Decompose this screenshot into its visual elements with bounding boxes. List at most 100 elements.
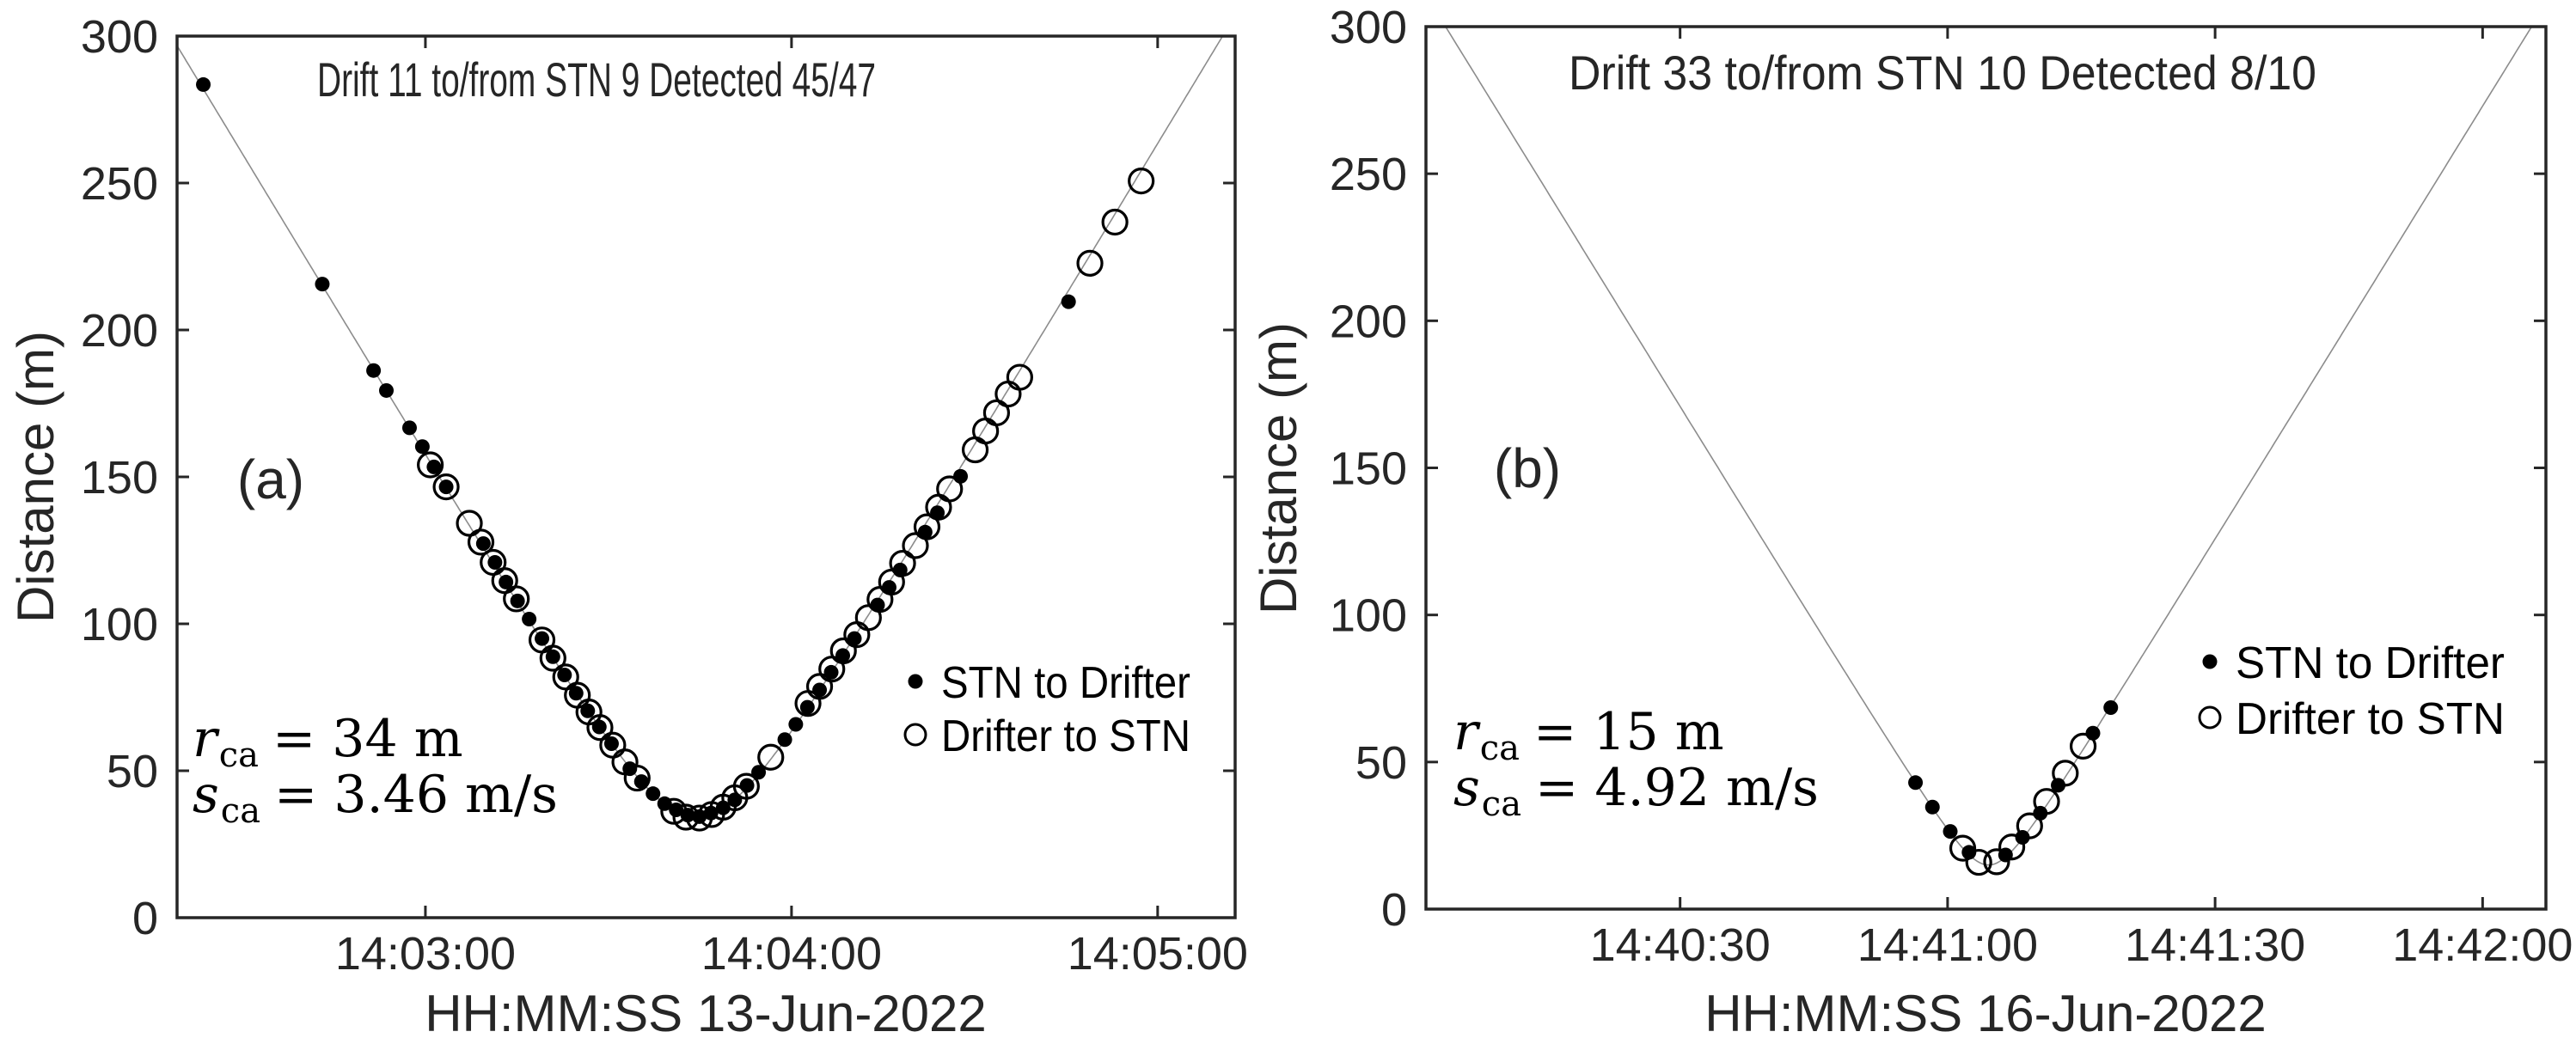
point-stn-to-drifter bbox=[580, 703, 596, 718]
legend-filled-marker-icon bbox=[2202, 654, 2218, 669]
point-drifter-to-stn bbox=[1128, 168, 1155, 195]
y-tick-label: 300 bbox=[1330, 2, 1407, 53]
legend: STN to Drifter Drifter to STN bbox=[2198, 638, 2505, 744]
point-drifter-to-stn bbox=[503, 585, 530, 613]
point-stn-to-drifter bbox=[499, 574, 514, 589]
point-drifter-to-stn bbox=[2033, 788, 2060, 815]
point-drifter-to-stn bbox=[586, 714, 614, 742]
point-stn-to-drifter bbox=[522, 612, 537, 627]
point-stn-to-drifter bbox=[751, 765, 767, 780]
y-tick-label: 100 bbox=[81, 599, 158, 650]
point-stn-to-drifter bbox=[739, 778, 755, 793]
point-drifter-to-stn bbox=[961, 436, 989, 464]
r-symbol: r bbox=[193, 709, 220, 769]
chart-title: Drift 11 to/from STN 9 Detected 45/47 bbox=[317, 52, 876, 107]
point-stn-to-drifter bbox=[603, 736, 619, 752]
point-stn-to-drifter bbox=[379, 382, 395, 398]
x-tick-label: 14:41:30 bbox=[2125, 919, 2305, 971]
point-drifter-to-stn bbox=[660, 797, 688, 825]
point-stn-to-drifter bbox=[414, 439, 430, 455]
point-stn-to-drifter bbox=[196, 76, 211, 92]
point-stn-to-drifter bbox=[788, 717, 804, 732]
point-drifter-to-stn bbox=[1965, 848, 1992, 876]
s-subscript: ca bbox=[1482, 785, 1521, 824]
panel-b: 0 50 100 150 200 250 300 14:40:30 14:41:00 14:41:… bbox=[1250, 2, 2573, 1042]
point-drifter-to-stn bbox=[1076, 249, 1104, 277]
legend-entry: Drifter to STN bbox=[941, 711, 1190, 761]
point-stn-to-drifter bbox=[812, 682, 828, 698]
point-drifter-to-stn bbox=[672, 803, 700, 831]
x-tick-label: 14:03:00 bbox=[335, 928, 516, 980]
s-value: = 4.92 m/s bbox=[1535, 758, 1819, 818]
point-drifter-to-stn bbox=[913, 513, 941, 540]
point-drifter-to-stn bbox=[1983, 848, 2010, 876]
point-stn-to-drifter bbox=[557, 668, 572, 683]
point-drifter-to-stn bbox=[623, 764, 651, 792]
point-drifter-to-stn bbox=[757, 743, 785, 771]
point-drifter-to-stn bbox=[1998, 833, 2026, 861]
legend-entry: STN to Drifter bbox=[2236, 638, 2505, 688]
point-stn-to-drifter bbox=[315, 277, 330, 292]
point-drifter-to-stn bbox=[2052, 760, 2079, 787]
point-drifter-to-stn bbox=[972, 418, 1000, 445]
x-axis-label: HH:MM:SS 16-Jun-2022 bbox=[1704, 985, 2267, 1042]
y-tick-label: 150 bbox=[1330, 443, 1407, 495]
point-drifter-to-stn bbox=[417, 451, 444, 479]
point-drifter-to-stn bbox=[467, 528, 495, 556]
y-tick-label: 50 bbox=[1355, 737, 1407, 789]
point-stn-to-drifter bbox=[545, 649, 560, 664]
chart-title: Drift 33 to/from STN 10 Detected 8/10 bbox=[1569, 46, 2316, 100]
legend-open-marker-icon bbox=[903, 723, 927, 747]
point-stn-to-drifter bbox=[475, 536, 491, 552]
x-tick-label: 14:04:00 bbox=[701, 928, 882, 980]
r-value: = 34 m bbox=[272, 709, 463, 769]
y-tick-label: 50 bbox=[107, 746, 158, 797]
panel-a: 0 50 100 150 200 250 300 14:03:00 14:04:00 14:05:… bbox=[7, 11, 1248, 1042]
r-subscript: ca bbox=[1480, 729, 1520, 768]
point-drifter-to-stn bbox=[686, 804, 713, 832]
point-drifter-to-stn bbox=[456, 510, 483, 537]
point-stn-to-drifter bbox=[799, 699, 815, 715]
legend-filled-marker-icon bbox=[908, 674, 923, 689]
point-stn-to-drifter bbox=[535, 631, 550, 646]
s-ca-annotation: s ca = 3.46 m/s bbox=[193, 765, 558, 831]
x-tick-label: 14:42:00 bbox=[2392, 919, 2573, 971]
r-subscript: ca bbox=[219, 736, 259, 775]
legend-entry: STN to Drifter bbox=[941, 658, 1190, 708]
y-axis-label: Distance (m) bbox=[7, 331, 64, 623]
point-drifter-to-stn bbox=[829, 637, 857, 665]
x-tick-label: 14:05:00 bbox=[1068, 928, 1248, 980]
y-tick-label: 150 bbox=[81, 452, 158, 504]
x-tick-label: 14:41:00 bbox=[1857, 919, 2038, 971]
point-drifter-to-stn bbox=[2016, 812, 2043, 839]
panel-label: (b) bbox=[1494, 437, 1561, 499]
x-axis-label: HH:MM:SS 13-Jun-2022 bbox=[425, 985, 987, 1042]
y-tick-label: 300 bbox=[81, 11, 158, 63]
legend-open-marker-icon bbox=[2198, 705, 2222, 730]
point-stn-to-drifter bbox=[487, 555, 503, 571]
point-drifter-to-stn bbox=[1006, 363, 1033, 391]
point-drifter-to-stn bbox=[936, 475, 964, 503]
point-stn-to-drifter bbox=[1943, 824, 1958, 839]
panel-label: (a) bbox=[237, 449, 304, 510]
legend-entry: Drifter to STN bbox=[2236, 694, 2505, 744]
point-drifter-to-stn bbox=[902, 532, 929, 559]
point-stn-to-drifter bbox=[777, 732, 792, 748]
point-stn-to-drifter bbox=[510, 593, 525, 608]
point-stn-to-drifter bbox=[426, 459, 442, 474]
point-drifter-to-stn bbox=[1949, 834, 1977, 862]
y-tick-label: 100 bbox=[1330, 590, 1407, 642]
point-drifter-to-stn bbox=[432, 473, 460, 501]
point-stn-to-drifter bbox=[2051, 778, 2066, 793]
point-stn-to-drifter bbox=[401, 420, 417, 436]
y-tick-label: 250 bbox=[1330, 149, 1407, 200]
point-stn-to-drifter bbox=[438, 479, 454, 495]
s-value: = 3.46 m/s bbox=[274, 765, 558, 825]
s-symbol: s bbox=[1453, 758, 1480, 818]
point-drifter-to-stn bbox=[889, 549, 916, 577]
s-symbol: s bbox=[193, 765, 219, 825]
y-tick-label: 250 bbox=[81, 158, 158, 210]
r-symbol: r bbox=[1453, 702, 1481, 762]
